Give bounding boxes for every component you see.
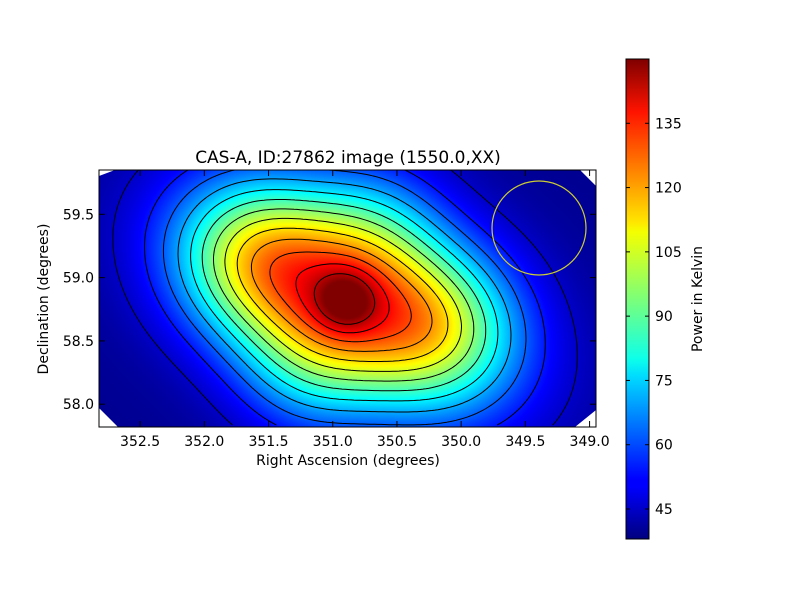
x-axis-ticks: 352.5 352.0 351.5 351.0 350.5 350.0 349.5 349.0 (120, 170, 610, 450)
chart-title: CAS-A, ID:27862 image (1550.0,XX) (195, 148, 501, 168)
colorbar-tick-label: 135 (655, 116, 682, 132)
y-tick-label: 58.0 (63, 397, 94, 413)
image-corner-mask (99, 408, 118, 427)
contour-line (201, 199, 487, 392)
colorbar-tick-label: 75 (655, 373, 673, 389)
image-corner-mask (99, 170, 115, 176)
y-tick-label: 59.0 (63, 271, 94, 287)
colorbar-gradient (626, 59, 649, 539)
contour-line (269, 251, 412, 343)
contour-line (236, 227, 449, 362)
x-tick-label: 349.5 (505, 434, 545, 450)
x-tick-label: 350.0 (441, 434, 481, 450)
plot-area: 352.5 352.0 351.5 351.0 350.5 350.0 349.5 349.0… (63, 169, 610, 450)
colorbar: 45 60 75 90 105 120 135 Power in Kelvin (625, 58, 706, 540)
colorbar-tick-label: 60 (655, 438, 673, 454)
colorbar-label: Power in Kelvin (690, 246, 706, 352)
contour-line (177, 178, 512, 413)
contour-line (313, 273, 376, 325)
y-axis-label: Declination (degrees) (36, 224, 52, 375)
colorbar-tick-label: 120 (655, 181, 682, 197)
x-tick-label: 352.0 (184, 434, 224, 450)
heatmap-image (99, 170, 596, 427)
x-tick-label: 351.5 (248, 434, 288, 450)
y-tick-label: 59.5 (63, 207, 94, 223)
contour-line (112, 170, 578, 426)
colorbar-tick-label: 105 (655, 245, 682, 261)
x-tick-label: 351.0 (313, 434, 353, 450)
contour-line (190, 189, 499, 402)
contour-line (144, 170, 546, 426)
colorbar-tick-label: 90 (655, 309, 673, 325)
image-corner-mask (580, 170, 596, 186)
image-boundary-masks (99, 170, 596, 427)
contour-lines (112, 170, 578, 426)
x-axis-label: Right Ascension (degrees) (256, 453, 440, 469)
y-tick-label: 58.5 (63, 334, 94, 350)
contour-line (224, 217, 462, 372)
x-tick-label: 352.5 (120, 434, 160, 450)
contour-line (295, 263, 390, 334)
y-axis-ticks: 58.0 58.5 59.0 59.5 (63, 207, 596, 413)
beam-marker-circle (491, 180, 587, 276)
contour-line (162, 170, 527, 426)
contour-line (250, 238, 433, 352)
colorbar-tick-label: 45 (655, 502, 673, 518)
image-corner-mask (575, 410, 596, 427)
colorbar-frame (625, 58, 650, 540)
x-tick-label: 349.0 (570, 434, 610, 450)
x-tick-label: 350.5 (377, 434, 417, 450)
colorbar-ticks: 45 60 75 90 105 120 135 (626, 116, 682, 518)
contour-line (213, 208, 475, 382)
plot-frame (98, 169, 597, 428)
